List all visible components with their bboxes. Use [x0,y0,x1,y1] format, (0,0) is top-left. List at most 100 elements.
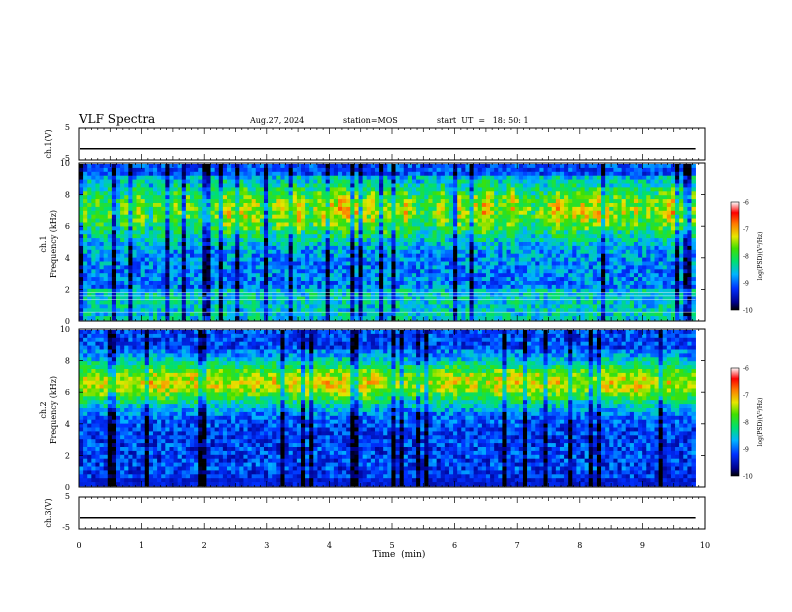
spectrogram-cell [337,206,343,212]
spectrogram-cell [342,253,347,258]
spectrogram-cell [280,265,285,270]
spectrogram-cell [259,261,265,266]
spectrogram-cell [161,206,166,212]
spectrogram-cell [296,312,302,317]
spectrogram-cell [403,195,409,200]
spectrogram-cell [177,191,183,196]
spectrogram-cell [522,195,528,200]
spectrogram-cell [210,288,215,294]
spectrogram-cell [128,300,133,305]
spectrogram-cell [428,269,433,274]
spectrogram-cell [231,164,236,169]
spectrogram-cell [189,261,195,266]
spectrogram-cell [383,253,388,258]
spectrogram-cell [403,164,409,169]
spectrogram-cell [120,273,125,278]
spectrogram-cell [411,187,417,192]
spectrogram-cell [337,261,343,266]
spectrogram-cell [194,210,199,216]
spectrogram-cell [490,234,495,239]
spectrogram-cell [280,203,285,208]
spectrogram-cell [317,238,322,243]
spectrogram-cell [288,261,294,266]
spectrogram-column [395,164,400,321]
spectrogram-cell [416,203,421,208]
spectrogram-cell [531,292,536,297]
spectrogram-cell [473,171,479,177]
spectrogram-cell [210,245,215,251]
spectrogram-cell [510,218,516,223]
spectrogram-cell [333,195,339,200]
spectrogram-cell [506,269,511,274]
spectrogram-cell [461,187,466,192]
spectrogram-column [132,164,137,321]
spectrogram-cell [411,249,417,255]
spectrogram-cell [235,296,240,301]
spectrogram-cell [263,199,269,204]
spectrogram-cell [494,316,499,321]
spectrogram-cell [309,284,314,290]
spectrogram-cell [280,171,285,177]
spectrogram-cell [477,214,483,219]
spectrogram-cell [83,191,88,196]
spectrogram-cell [506,296,511,301]
spectrogram-cell [251,238,257,243]
spectrogram-cell [300,300,306,305]
spectrogram-cell [103,269,109,274]
spectrogram-cell [481,296,487,301]
spectrogram-cell [239,175,244,180]
spectrogram-cell [280,175,285,180]
spectrogram-cell [177,277,183,282]
spectrogram-cell [444,308,450,313]
spectrogram-cell [362,218,368,223]
spectrogram-cell [403,175,409,180]
spectrogram-cell [120,312,125,317]
spectrogram-cell [428,316,433,321]
spectrogram-cell [510,222,516,227]
spectrogram-cell [243,284,248,290]
spectrogram-cell [116,164,121,169]
spectrogram-cell [152,199,158,204]
spectrogram-cell [259,273,265,278]
spectrogram-cell [148,179,154,184]
spectrogram-cell [103,316,109,321]
spectrogram-cell [194,242,199,247]
spectrogram-cell [465,304,470,309]
spectrogram-cell [502,187,507,192]
spectrogram-cell [391,206,396,212]
spectrogram-cell [436,273,442,278]
spectrogram-cell [173,183,179,188]
spectrogram-cell [173,191,179,196]
spectrogram-cell [366,281,372,286]
spectrogram-cell [202,269,207,274]
spectrogram-cell [296,203,302,208]
spectrogram-cell [337,175,343,180]
spectrogram-cell [461,284,466,290]
spectrogram-cell [518,183,524,188]
spectrogram-cell [490,238,495,243]
spectrogram-cell [235,288,240,294]
spectrogram-cell [395,300,400,305]
spectrogram-cell [226,210,232,216]
spectrogram-cell [346,167,351,173]
spectrogram-cell [485,191,491,196]
spectrogram-cell [247,164,252,169]
spectrogram-cell [527,203,532,208]
spectrogram-cell [317,288,322,294]
spectrogram-cell [120,242,125,247]
spectrogram-cell [448,238,454,243]
spectrogram-cell [407,234,413,239]
spectrogram-cell [370,222,376,227]
spectrogram-cell [83,179,88,184]
spectrogram-cell [469,210,474,216]
spectrogram-cell [527,222,532,227]
spectrogram-cell [152,226,158,231]
spectrogram-cell [522,164,528,169]
spectrogram-cell [420,218,425,223]
spectrogram-cell [457,288,462,294]
spectrogram-cell [95,312,100,317]
spectrogram-cell [362,164,368,169]
spectrogram-cell [107,203,113,208]
spectrogram-cell [531,164,536,169]
spectrogram-cell [354,187,359,192]
